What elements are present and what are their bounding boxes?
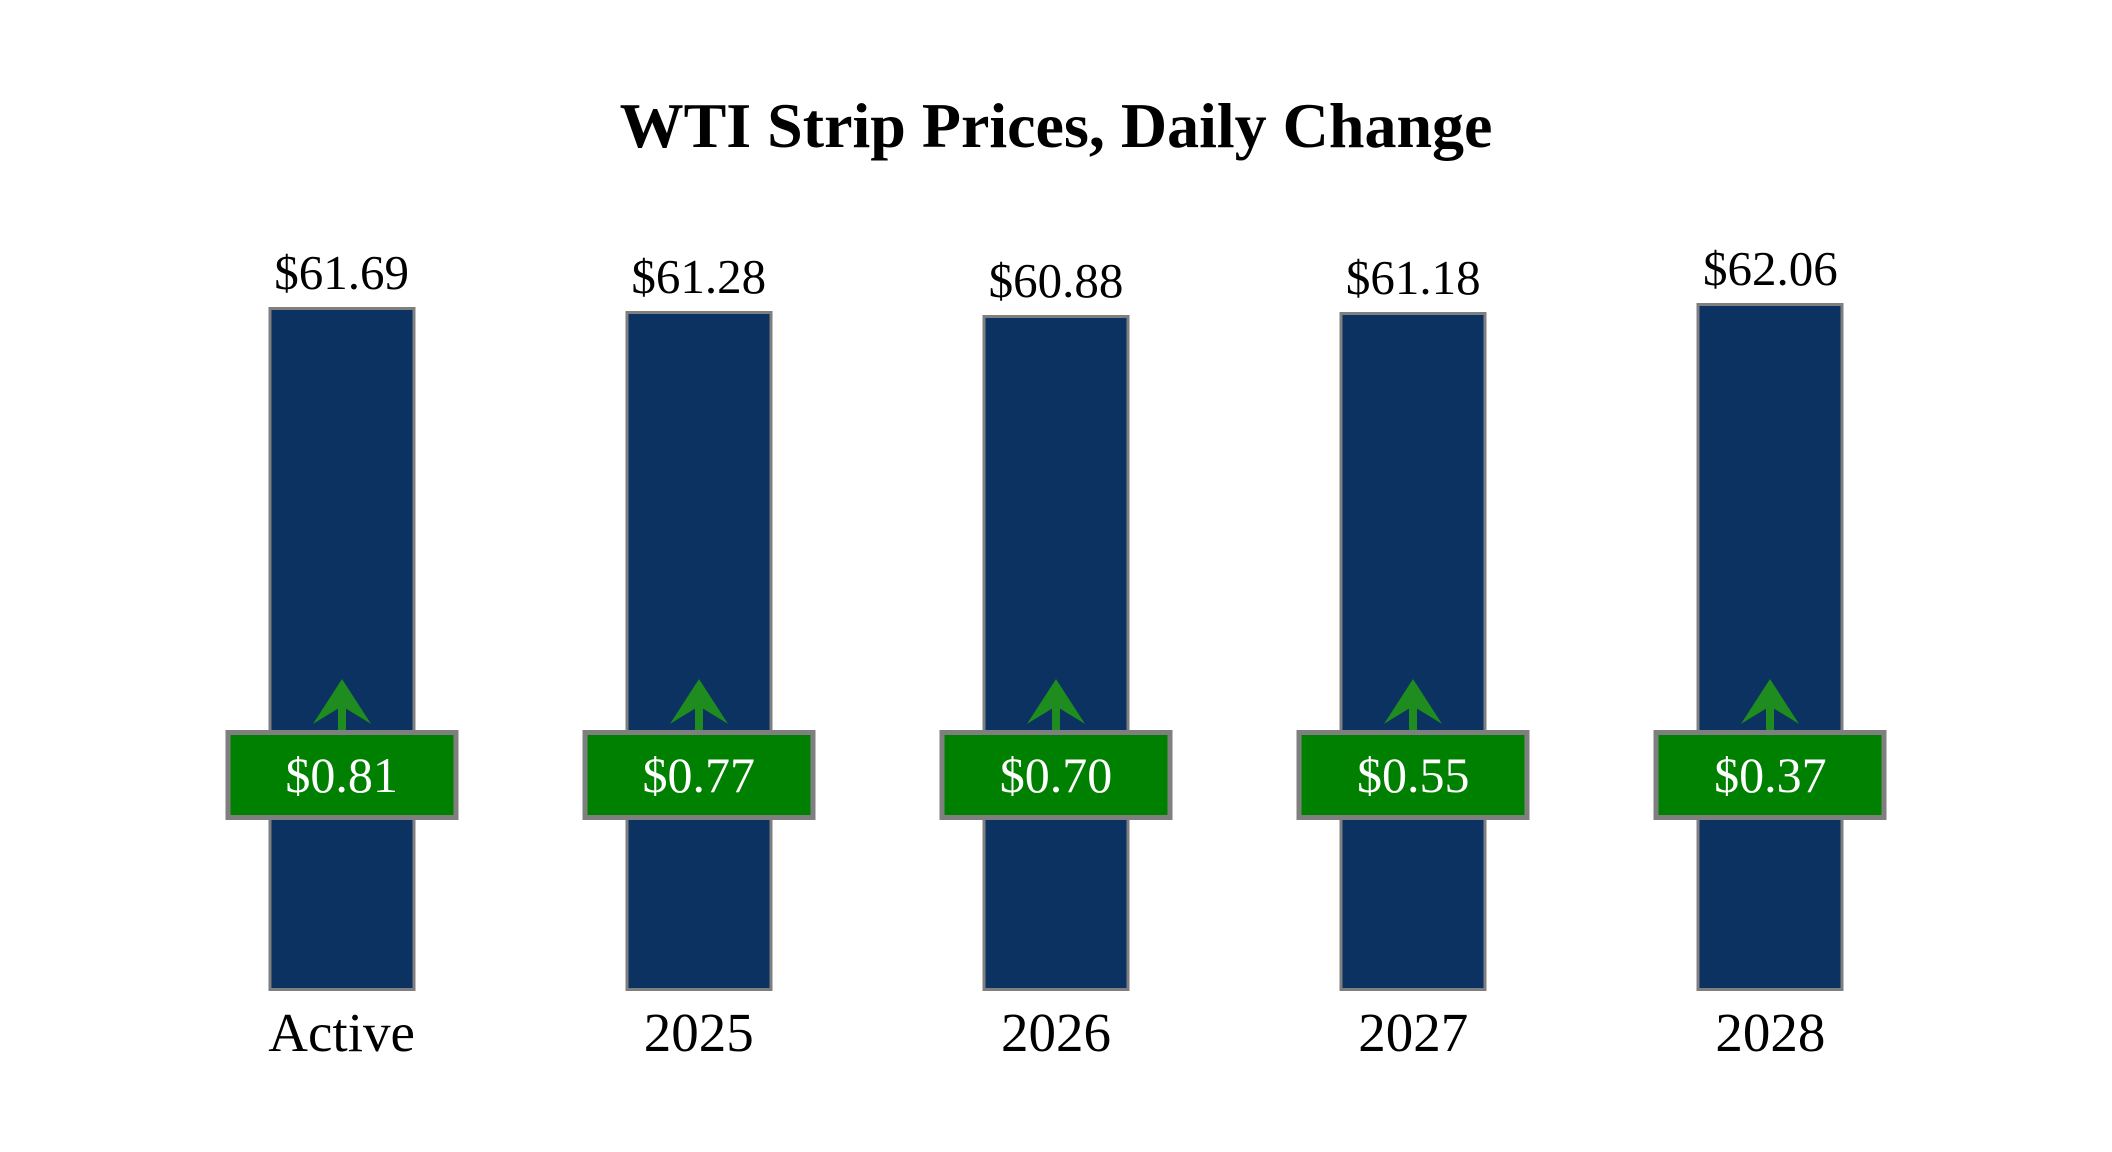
- category-label: 2026: [1001, 1002, 1111, 1063]
- price-label: $61.18: [1345, 250, 1481, 305]
- daily-change-badge: $0.55: [1296, 730, 1530, 820]
- up-arrow-icon: [1027, 679, 1085, 731]
- daily-change-label: $0.37: [1714, 747, 1827, 803]
- bar-column: $61.18 $0.55 2027: [1235, 0, 1592, 1152]
- category-label: 2028: [1715, 1002, 1826, 1063]
- bar-column: $62.06 $0.37 2028: [1592, 0, 1949, 1152]
- bar-column: $61.28 $0.77 2025: [520, 0, 877, 1152]
- price-bar: [982, 315, 1130, 991]
- price-bar: [625, 311, 773, 991]
- up-arrow-icon: [1741, 679, 1800, 731]
- category-label: 2027: [1358, 1002, 1469, 1063]
- price-label: $61.69: [274, 245, 409, 300]
- price-label: $61.28: [631, 249, 767, 304]
- price-bar: [268, 307, 416, 991]
- price-bar: [1339, 312, 1487, 991]
- daily-change-badge: $0.81: [225, 730, 459, 820]
- chart-title: WTI Strip Prices, Daily Change: [619, 90, 1493, 161]
- daily-change-label: $0.81: [285, 747, 398, 803]
- daily-change-badge: $0.70: [939, 730, 1173, 820]
- up-arrow-icon: [669, 679, 728, 731]
- category-label: 2025: [643, 1002, 754, 1063]
- price-label: $60.88: [988, 253, 1124, 308]
- daily-change-label: $0.55: [1356, 747, 1470, 803]
- price-label: $62.06: [1703, 241, 1838, 296]
- daily-change-badge: $0.37: [1653, 730, 1887, 820]
- daily-change-badge: $0.77: [582, 730, 816, 820]
- chart-area: $61.69 $0.81 Active $61.28 $0.77 2025 $6…: [163, 0, 1949, 1152]
- bar-column: $61.69 $0.81 Active: [163, 0, 520, 1152]
- up-arrow-icon: [312, 679, 371, 731]
- daily-change-label: $0.70: [999, 747, 1113, 803]
- bar-column: $60.88 $0.70 2026: [877, 0, 1234, 1152]
- daily-change-label: $0.77: [642, 747, 756, 803]
- up-arrow-icon: [1384, 679, 1443, 731]
- category-label: Active: [268, 1002, 415, 1063]
- price-bar: [1696, 303, 1844, 991]
